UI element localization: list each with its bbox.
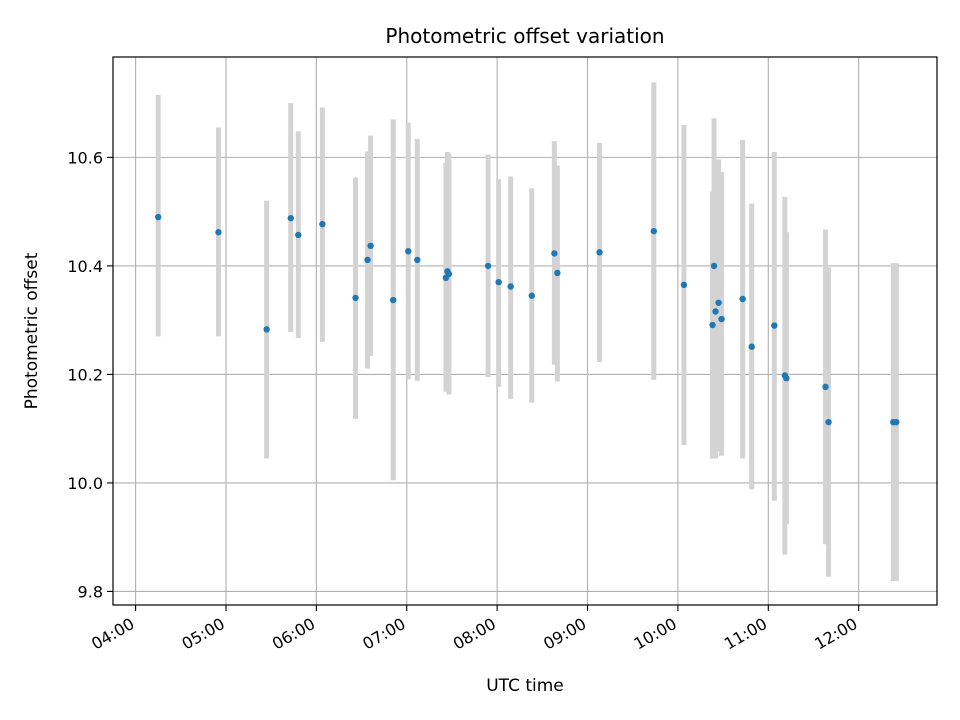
y-axis-ticks: 9.8 10.0 10.2 10.4 10.6 [67, 148, 113, 601]
data-point [715, 299, 722, 306]
data-point [712, 308, 719, 315]
data-point [287, 214, 294, 222]
data-point [445, 270, 453, 278]
y-tick-label: 9.8 [78, 582, 103, 601]
data-point [352, 294, 359, 302]
data-point [739, 295, 746, 303]
plot-frame [112, 56, 938, 606]
data-point [709, 321, 716, 329]
y-tick-label: 10.4 [67, 257, 103, 276]
data-point [748, 343, 755, 350]
data-point [319, 220, 326, 228]
x-axis-label: UTC time [486, 676, 564, 696]
data-point [554, 269, 561, 277]
data-point [215, 229, 222, 236]
data-point [367, 242, 374, 250]
data-point [893, 418, 900, 426]
data-point [551, 250, 558, 257]
data-point [414, 256, 421, 264]
data-point [263, 326, 270, 333]
data-point [822, 383, 829, 391]
data-point [484, 262, 492, 270]
data-point [364, 256, 371, 264]
data-point [710, 262, 718, 270]
y-tick-label: 10.6 [67, 148, 103, 167]
data-point [771, 322, 778, 329]
data-point [680, 281, 688, 289]
y-tick-label: 10.0 [67, 474, 103, 493]
data-point [783, 375, 790, 382]
chart-title: Photometric offset variation [385, 24, 664, 48]
data-point [507, 283, 514, 290]
y-axis-label: Photometric offset [22, 252, 42, 409]
data-point [718, 315, 725, 323]
data-point [389, 296, 397, 304]
data-point [295, 231, 302, 239]
data-point [495, 278, 502, 286]
data-point [528, 292, 535, 299]
data-point [154, 213, 162, 221]
data-point [405, 248, 412, 255]
data-point [825, 418, 832, 426]
data-point [650, 227, 657, 235]
data-points [154, 213, 900, 426]
data-point [596, 249, 603, 256]
y-tick-label: 10.2 [67, 365, 103, 384]
